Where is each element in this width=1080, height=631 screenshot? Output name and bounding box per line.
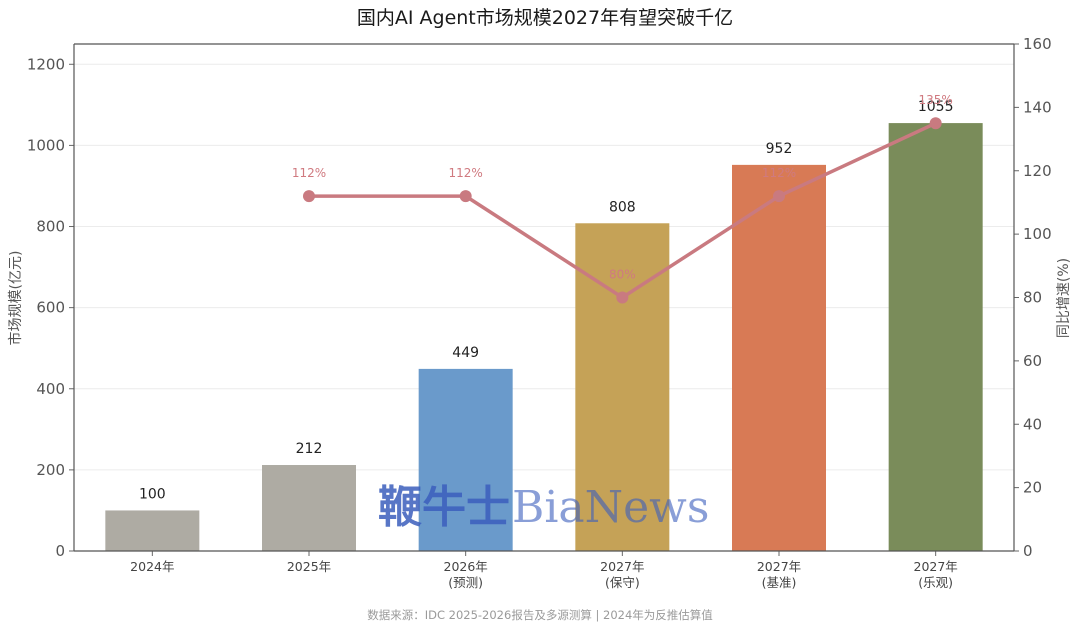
y2-tick-label: 40 [1023, 415, 1042, 433]
x-tick-label: 2024年 [130, 559, 174, 574]
y2-tick-label: 60 [1023, 352, 1042, 370]
watermark-en: BiaNews [512, 482, 709, 533]
x-tick-label: 2025年 [287, 559, 331, 574]
y2-tick-label: 0 [1023, 542, 1033, 560]
growth-label: 80% [609, 268, 636, 282]
growth-line: 112% 112% 80% 112% 135% [292, 93, 953, 304]
watermark: 鞭牛士 BiaNews [378, 482, 709, 533]
bar [418, 368, 513, 551]
x-tick-label: (基准) [762, 575, 797, 590]
y-tick-label: 200 [36, 461, 65, 479]
bar [105, 510, 200, 551]
growth-point [303, 190, 315, 203]
y2-axis-label: 同比增速(%) [1056, 258, 1072, 338]
y2-tick-label: 100 [1023, 225, 1052, 243]
growth-label: 112% [762, 166, 796, 180]
bar-value-label: 100 [139, 486, 166, 502]
bar-value-label: 952 [766, 141, 793, 157]
growth-label: 112% [292, 166, 326, 180]
growth-point [616, 291, 629, 304]
bar [732, 164, 826, 551]
x-tick-label: (保守) [605, 575, 640, 590]
grid [74, 63, 1014, 552]
y-tick-label: 600 [36, 299, 65, 317]
watermark-cn: 鞭牛士 [378, 482, 510, 533]
y2-tick-label: 20 [1023, 479, 1042, 497]
growth-point [459, 190, 472, 203]
y2-tick-label: 80 [1023, 289, 1042, 307]
growth-point [929, 117, 942, 130]
growth-point [773, 190, 785, 203]
y-axis-label: 市场规模(亿元) [7, 251, 24, 346]
x-tick-label: 2026年 [444, 559, 488, 574]
growth-label: 135% [919, 93, 953, 107]
bar-value-label: 449 [452, 345, 479, 361]
y-tick-label: 400 [36, 380, 65, 398]
y2-tick-label: 120 [1023, 162, 1052, 180]
bar [262, 465, 356, 551]
x-tick-label: 2027年 [757, 559, 801, 574]
bar-value-label: 808 [609, 199, 636, 215]
source-note: 数据来源：IDC 2025-2026报告及多源测算 | 2024年为反推估算值 [367, 608, 713, 622]
bar [888, 123, 983, 551]
growth-label: 112% [449, 166, 483, 180]
axes: 0 200 400 600 800 1000 1200 0 20 40 60 80 100 120 140 1… [27, 35, 1052, 590]
y-tick-label: 1000 [27, 136, 65, 154]
bar-value-label: 212 [296, 441, 323, 457]
x-tick-label: (预测) [448, 575, 483, 590]
y-tick-label: 0 [55, 542, 65, 560]
chart-title: 国内AI Agent市场规模2027年有望突破千亿 [357, 7, 733, 29]
x-tick-label: 2027年 [600, 559, 644, 574]
bar-value-label: 1055 [918, 99, 954, 115]
y2-tick-label: 160 [1023, 35, 1052, 53]
x-tick-label: (乐观) [918, 575, 953, 590]
y2-tick-label: 140 [1023, 98, 1052, 116]
y-tick-label: 1200 [27, 55, 65, 73]
y-tick-label: 800 [36, 218, 65, 236]
x-tick-label: 2027年 [914, 559, 958, 574]
